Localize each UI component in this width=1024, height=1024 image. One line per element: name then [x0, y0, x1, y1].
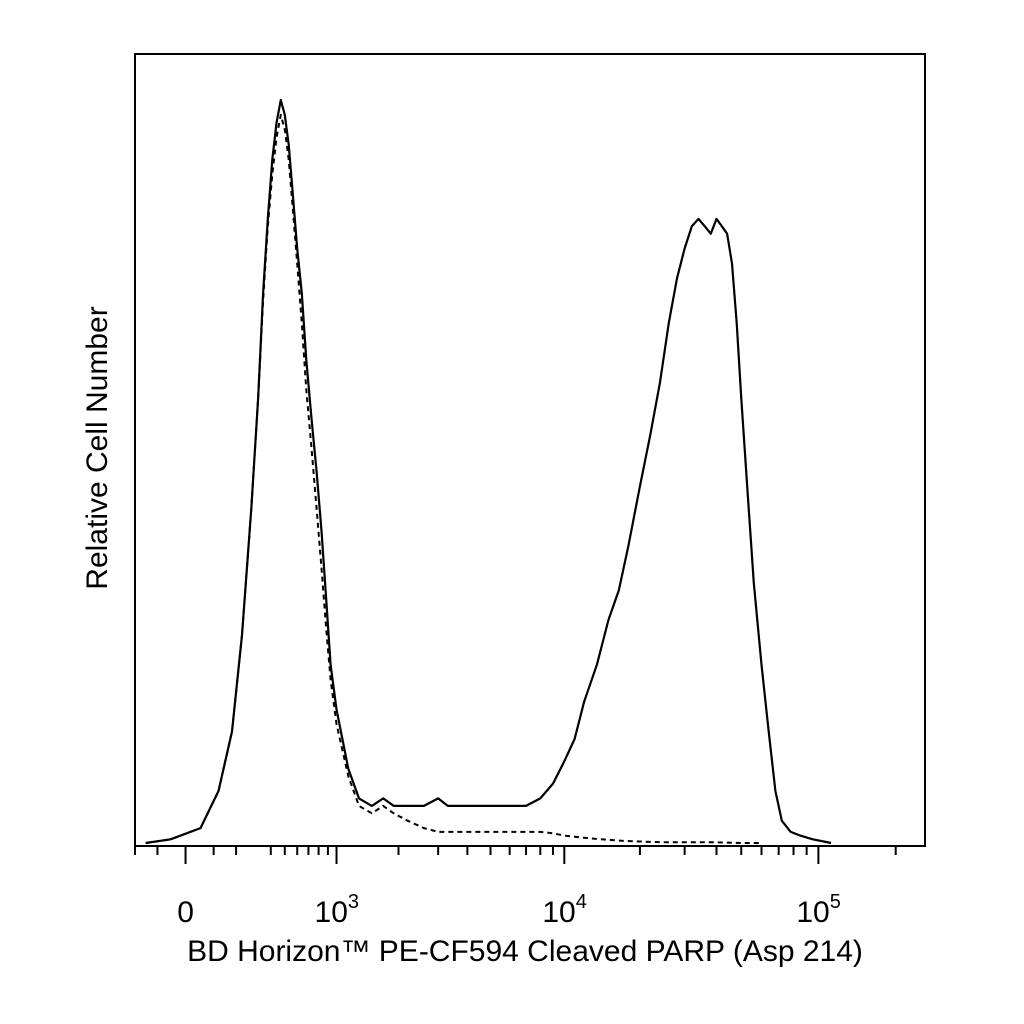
plot-frame: [134, 53, 926, 847]
series-line-dashed: [145, 113, 762, 844]
x-minor-ticks: [134, 846, 897, 855]
x-axis-label: BD Horizon™ PE-CF594 Cleaved PARP (Asp 2…: [187, 935, 863, 968]
x-tick-label: 103: [315, 891, 360, 929]
x-tick-label: 105: [796, 891, 841, 929]
series-layer: [145, 98, 832, 845]
x-tick-label: 104: [542, 891, 587, 929]
x-tick-labels: 0 103 104 105: [177, 891, 841, 929]
x-tick-label: 0: [177, 896, 194, 929]
y-axis-label: Relative Cell Number: [81, 306, 114, 589]
x-major-ticks: [184, 846, 820, 864]
series-line-solid: [145, 98, 832, 845]
